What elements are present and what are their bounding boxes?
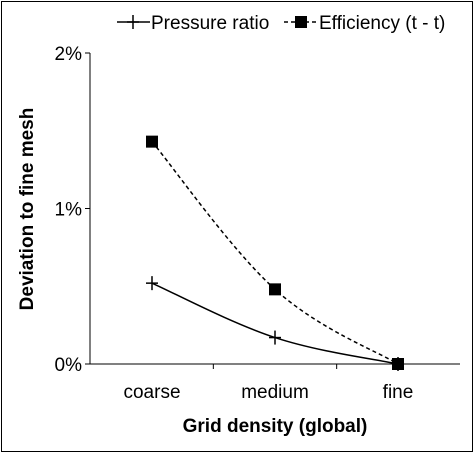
data-point-pressure-ratio [146,276,158,291]
legend-item-pressure-ratio: Pressure ratio [117,13,269,34]
x-tick-label: coarse [123,382,180,403]
legend: Pressure ratio Efficiency (t - t) [117,13,445,34]
legend-item-efficiency: Efficiency (t - t) [284,13,445,34]
y-ticks: 0% 1% 2% [55,44,90,376]
data-point-pressure-ratio [269,330,281,345]
y-tick-label: 0% [55,355,83,376]
legend-marker-efficiency [295,16,307,28]
data-point-efficiency-t-t [146,135,158,148]
y-axis-title: Deviation to fine mesh [17,108,38,311]
legend-label-pressure-ratio: Pressure ratio [151,13,269,34]
x-axis-title: Grid density (global) [183,416,368,437]
data-point-efficiency-t-t [392,358,404,370]
y-tick-label: 1% [55,200,83,221]
y-tick-label: 2% [55,44,83,65]
series-layer [146,135,404,371]
legend-label-efficiency: Efficiency (t - t) [319,13,445,34]
x-tick-label: fine [383,382,414,403]
x-ticks: coarse medium fine [123,364,413,403]
x-tick-label: medium [241,382,309,403]
data-point-efficiency-t-t [269,283,281,296]
